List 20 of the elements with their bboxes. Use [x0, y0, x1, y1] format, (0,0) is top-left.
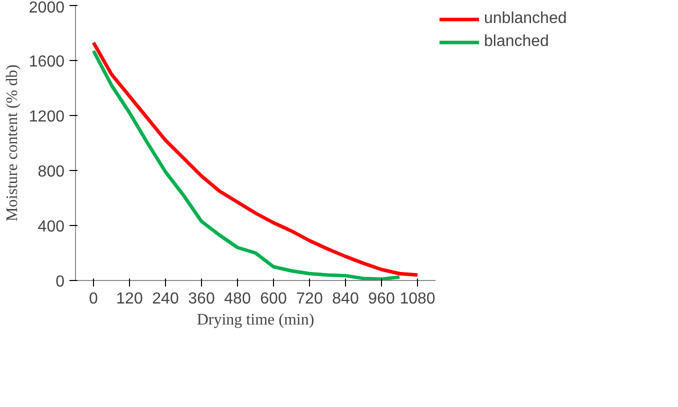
x-tick-label: 0: [89, 290, 98, 308]
x-axis-title: Drying time (min): [196, 312, 314, 328]
x-tick-label: 960: [368, 290, 395, 308]
y-tick-label: 1200: [28, 108, 65, 126]
x-tick-label: 600: [260, 290, 287, 308]
y-axis-title: Moisture content (% db): [4, 64, 21, 222]
y-tick-label: 2000: [28, 0, 65, 16]
y-tick-label: 400: [38, 218, 65, 236]
x-tick-label: 480: [224, 290, 251, 308]
x-tick-label: 240: [152, 290, 179, 308]
y-tick-label: 800: [38, 164, 65, 180]
x-tick-label: 360: [188, 290, 215, 308]
y-tick-label: 0: [56, 274, 65, 290]
y-tick-label: 1600: [28, 54, 65, 70]
x-tick-label: 840: [332, 290, 359, 308]
x-tick-label: 1080: [400, 290, 436, 308]
legend-label: blanched: [484, 33, 549, 51]
x-tick-label: 120: [116, 290, 143, 308]
legend-label: unblanched: [484, 10, 567, 28]
x-tick-label: 720: [296, 290, 323, 308]
